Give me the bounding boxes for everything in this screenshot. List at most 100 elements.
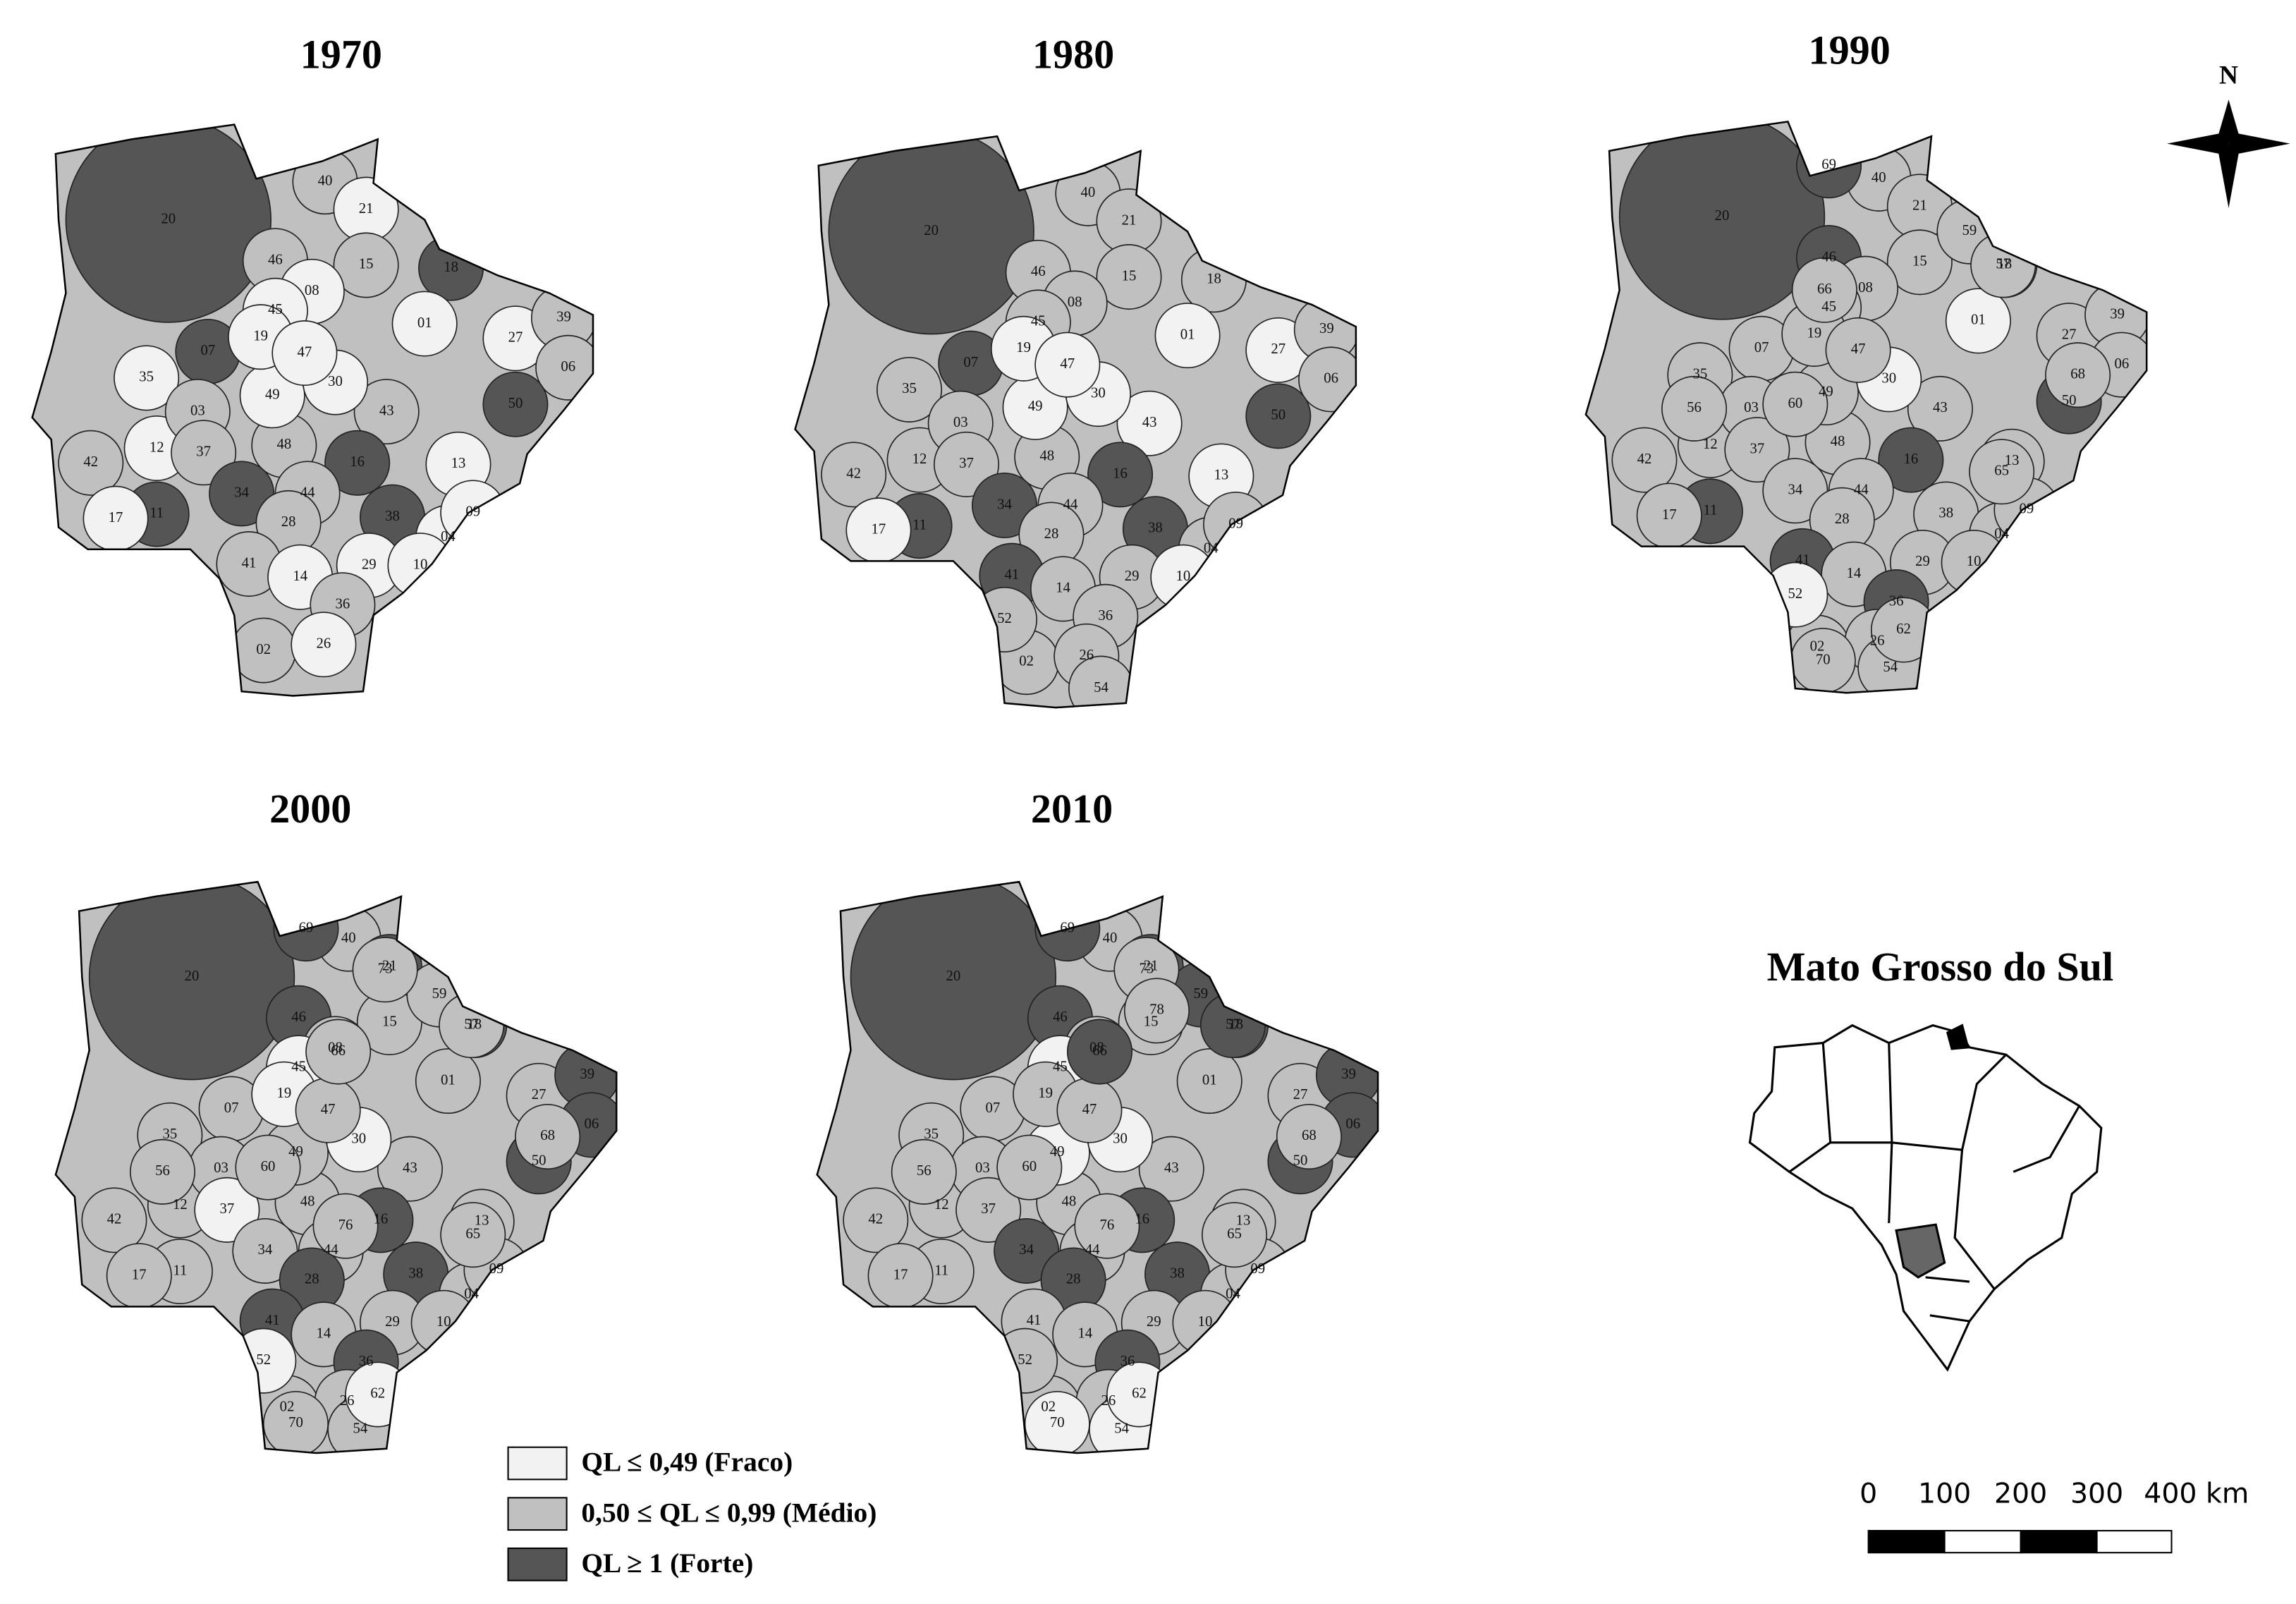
region [88,882,295,1081]
region [1138,1136,1204,1202]
region-label: 54 [1094,680,1109,695]
region-label: 40 [1080,185,1095,200]
scale-label: 200 [1994,1478,2047,1510]
region [291,612,357,678]
region-label: 11 [173,1263,187,1278]
region-label: 17 [1662,507,1677,523]
region-label: 13 [475,1213,489,1229]
region-label: 20 [185,968,200,984]
region-label: 19 [1016,340,1031,356]
region-label: 30 [328,374,343,389]
region-label: 21 [359,201,374,217]
region-label: 45 [268,302,283,317]
region-label: 19 [253,328,268,344]
map: 2010 20 40 21 46 15 18 01 27 39 06 50 07 35 12 03 37 42 48… [816,786,1379,1454]
scale-bar [1867,1530,2173,1554]
region [1907,375,1973,442]
region-label: 54 [353,1421,367,1437]
region-label: 47 [321,1102,336,1117]
region-label: 37 [959,456,974,471]
region-label: 16 [1135,1212,1149,1227]
region-label: 15 [1144,1014,1159,1029]
region-label: 56 [1687,400,1702,415]
region-label: 47 [1851,341,1866,357]
region-label: 37 [981,1201,996,1217]
region-label: 16 [1903,451,1918,467]
region-label: 50 [1293,1153,1308,1169]
north-label: N [2219,61,2238,90]
region-label: 48 [1039,449,1054,464]
region [828,136,1034,335]
region [1661,375,1728,442]
region [58,430,124,496]
region [391,291,458,357]
region-label: 48 [1061,1194,1076,1210]
state-border [816,880,1379,1454]
region [1202,1202,1268,1268]
region-label: 68 [2070,366,2085,382]
region-label: 46 [268,252,283,267]
region [1724,417,1790,483]
region-label: 73 [378,961,393,977]
region-label: 62 [1132,1386,1147,1402]
region-label: 28 [1044,526,1059,542]
region-label: 01 [441,1072,456,1088]
region-label: 03 [953,415,968,430]
region-label: 70 [288,1415,303,1430]
region [1762,371,1828,437]
region-label: 39 [556,309,571,324]
region-label: 06 [561,359,575,375]
region-label: 54 [1883,660,1898,675]
region-label: 43 [1142,415,1157,430]
region-label: 37 [219,1201,234,1217]
region-label: 21 [1912,198,1927,214]
region-label: 03 [1744,400,1759,415]
region-label: 02 [280,1399,295,1414]
region-label: 29 [1147,1314,1161,1330]
region-label: 03 [190,403,205,418]
region [353,379,420,445]
region-label: 78 [1149,1002,1164,1018]
region-label: 30 [1113,1131,1128,1146]
region [81,1187,147,1253]
region-label: 27 [508,330,523,346]
map-year: 1980 [1032,32,1114,78]
map: 1990 20 40 21 46 15 18 01 27 39 06 50 07 35 12 03 37 42 48… [1584,27,2148,694]
state-border [54,880,618,1454]
region-label: 66 [1092,1043,1107,1059]
region-label: 07 [200,343,215,358]
region-label: 40 [1871,170,1886,186]
region-label: 39 [1319,321,1334,336]
region-label: 01 [1971,312,1986,328]
region-label: 08 [1089,1040,1104,1056]
region-label: 36 [1098,608,1113,624]
region-label: 27 [2062,327,2077,342]
region-label: 17 [109,510,123,525]
region-label: 15 [359,257,374,272]
region [1245,383,1312,449]
scale-label: 0 [1860,1478,1877,1510]
region-label: 14 [1077,1326,1092,1342]
region-label: 47 [298,344,312,360]
region-label: 59 [1962,223,1977,238]
region-label: 49 [1028,399,1043,414]
region-label: 29 [362,557,377,572]
region-label: 16 [374,1212,389,1227]
region-label: 15 [1122,268,1137,284]
region [440,1202,506,1268]
regions [1611,121,2147,693]
region-label: 43 [403,1160,417,1176]
region-label: 54 [1114,1421,1129,1437]
region-label: 03 [975,1160,990,1176]
region-label: 03 [214,1160,228,1176]
region-label: 19 [1807,325,1821,341]
region-label: 68 [1302,1128,1317,1143]
region-label: 04 [1226,1287,1240,1302]
region-label: 70 [1816,652,1831,667]
region-label: 49 [1819,384,1833,399]
region-label: 10 [1967,554,1981,569]
region-label: 28 [1066,1272,1081,1287]
region-label: 46 [291,1009,306,1025]
region-label: 43 [379,403,394,418]
region-label: 26 [340,1393,355,1409]
